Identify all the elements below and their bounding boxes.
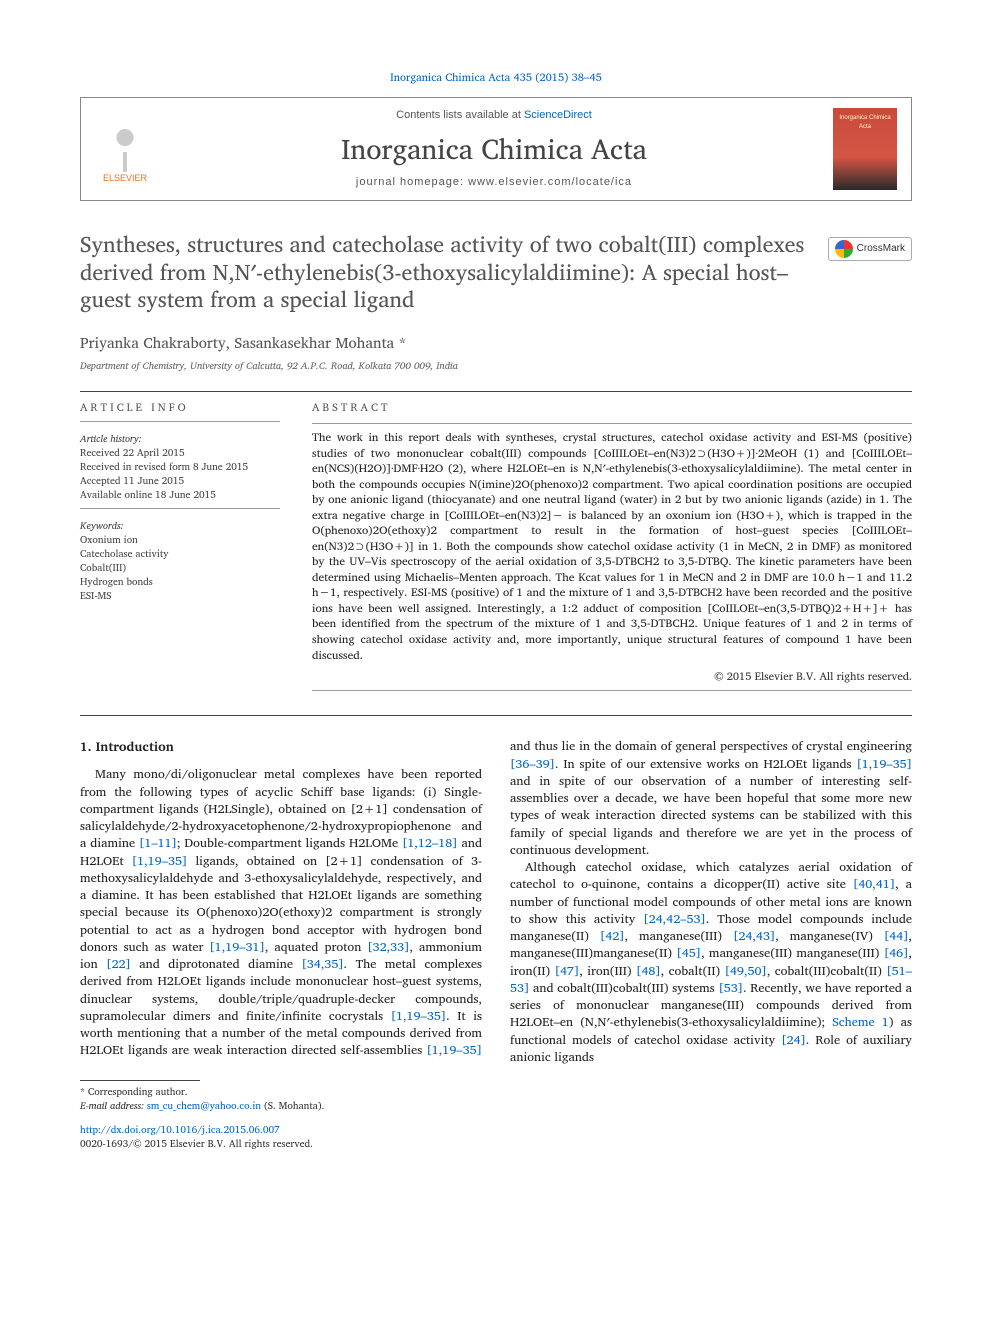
homepage-label: journal homepage: (356, 176, 468, 188)
paper-title: Syntheses, structures and catecholase ac… (80, 231, 808, 314)
rule-top (80, 391, 912, 392)
thin-rule-3 (312, 423, 912, 424)
footnote-separator (80, 1080, 200, 1081)
copyright-line: © 2015 Elsevier B.V. All rights reserved… (312, 669, 912, 684)
thin-rule-1 (80, 421, 280, 422)
crossmark-badge[interactable]: CrossMark (828, 237, 912, 261)
corresponding-author: * Corresponding author. (80, 1085, 912, 1099)
journal-homepage: journal homepage: www.elsevier.com/locat… (155, 175, 833, 190)
ref-link[interactable]: [24] (781, 1030, 806, 1050)
citation-header: Inorganica Chimica Acta 435 (2015) 38–45 (80, 70, 912, 85)
keyword-0: Oxonium ion (80, 533, 280, 547)
email-owner: (S. Mohanta). (261, 1098, 324, 1114)
citation-link[interactable]: Inorganica Chimica Acta 435 (2015) 38–45 (390, 68, 602, 86)
elsevier-logo-text: ELSEVIER (103, 172, 147, 185)
elsevier-logo[interactable]: ELSEVIER (95, 114, 155, 184)
thin-rule-2 (80, 508, 280, 509)
crossmark-label: CrossMark (857, 242, 905, 256)
affiliation: Department of Chemistry, University of C… (80, 359, 912, 373)
keyword-3: Hydrogen bonds (80, 575, 280, 589)
homepage-url: www.elsevier.com/locate/ica (468, 176, 632, 188)
keyword-1: Catecholase activity (80, 547, 280, 561)
sciencedirect-link[interactable]: ScienceDirect (524, 109, 592, 121)
body-p2: Although catechol oxidase, which catalyz… (510, 859, 912, 1066)
ref-link[interactable]: [1,19–35] (426, 1040, 482, 1060)
article-info-heading: ARTICLE INFO (80, 400, 280, 415)
rule-mid (80, 715, 912, 716)
email-link[interactable]: sm_cu_chem@yahoo.co.in (147, 1098, 261, 1114)
authors-line: Priyanka Chakraborty, Sasankasekhar Moha… (80, 332, 912, 353)
journal-name: Inorganica Chimica Acta (155, 130, 833, 169)
issn-line: 0020-1693/© 2015 Elsevier B.V. All right… (80, 1137, 912, 1151)
email-label: E-mail address: (80, 1098, 147, 1114)
journal-cover-thumb[interactable]: Inorganica Chimica Acta (833, 108, 897, 190)
history-2: Accepted 11 June 2015 (80, 474, 280, 488)
footnotes: * Corresponding author. E-mail address: … (80, 1085, 912, 1113)
history-label: Article history: (80, 432, 280, 446)
abstract-text: The work in this report deals with synth… (312, 430, 912, 663)
contents-prefix: Contents lists available at (396, 109, 524, 121)
doi-line: http://dx.doi.org/10.1016/j.ica.2015.06.… (80, 1123, 912, 1137)
email-line: E-mail address: sm_cu_chem@yahoo.co.in (… (80, 1099, 912, 1113)
crossmark-icon (835, 240, 853, 258)
section-heading: 1. Introduction (80, 738, 482, 756)
keywords-label: Keywords: (80, 519, 280, 533)
keyword-4: ESI-MS (80, 589, 280, 603)
history-0: Received 22 April 2015 (80, 446, 280, 460)
journal-header-box: ELSEVIER Contents lists available at Sci… (80, 97, 912, 201)
cover-thumb-text: Inorganica Chimica Acta (833, 114, 897, 131)
keyword-2: Cobalt(III) (80, 561, 280, 575)
elsevier-tree-icon (105, 127, 145, 172)
body-columns: 1. Introduction Many mono/di/oligonuclea… (80, 738, 912, 1066)
abstract-heading: ABSTRACT (312, 400, 912, 415)
history-1: Received in revised form 8 June 2015 (80, 460, 280, 474)
history-3: Available online 18 June 2015 (80, 488, 280, 502)
contents-line: Contents lists available at ScienceDirec… (155, 108, 833, 123)
thin-rule-4 (312, 690, 912, 691)
